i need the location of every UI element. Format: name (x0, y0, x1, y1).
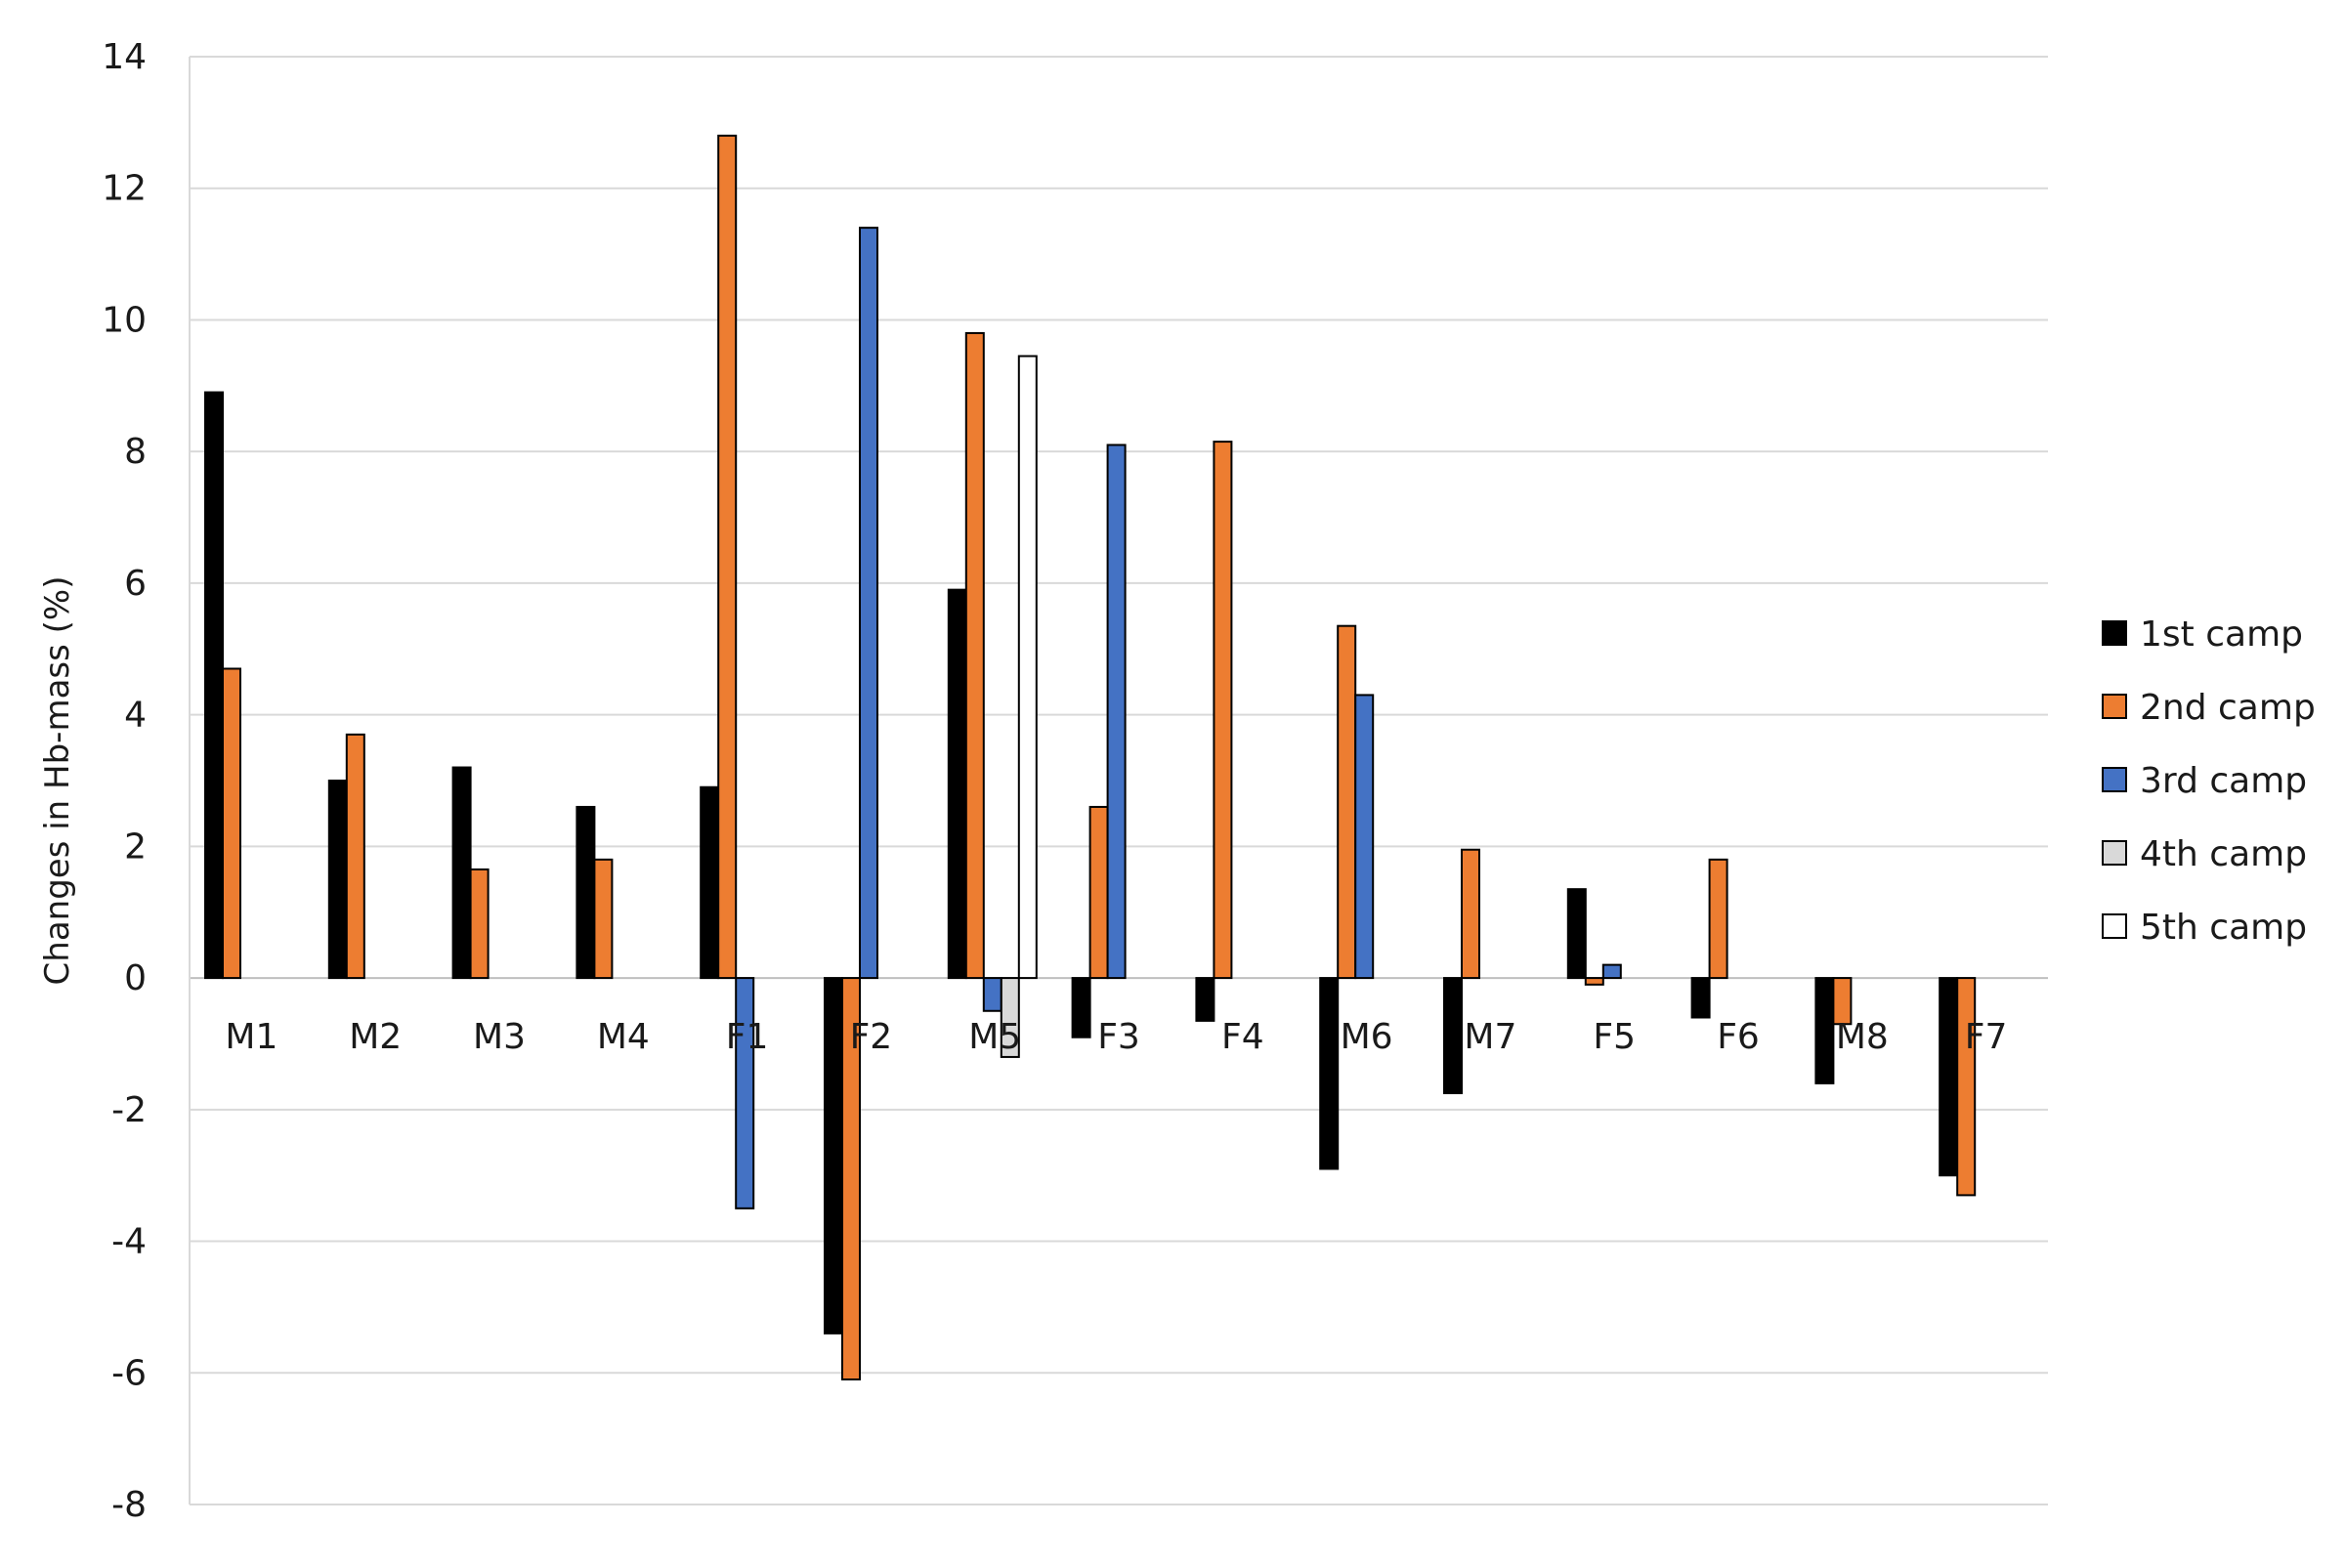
bar-f3-2nd-camp (1088, 805, 1109, 980)
bar-m1-1st-camp (204, 391, 224, 980)
y-tick-labels: 14 12 10 8 6 4 2 0 -2 -4 -6 -8 (102, 37, 147, 1525)
category-label: M1 (225, 1017, 277, 1057)
category-label: M6 (1341, 1017, 1393, 1057)
bar-m5-2nd-camp (964, 331, 985, 980)
bar-m4-2nd-camp (593, 858, 614, 980)
bar-f5-1st-camp (1566, 888, 1587, 980)
category-label: F7 (1965, 1017, 2008, 1057)
bar-m5-3rd-camp (982, 977, 1002, 1012)
category-label: F4 (1221, 1017, 1264, 1057)
y-tick-label: 14 (102, 37, 147, 77)
bar-f4-2nd-camp (1213, 441, 1233, 980)
bar-f5-3rd-camp (1601, 963, 1622, 980)
bar-f2-3rd-camp (859, 227, 878, 980)
bar-m5-1st-camp (947, 588, 967, 980)
category-label: F6 (1717, 1017, 1760, 1057)
bar-f7-2nd-camp (1956, 977, 1977, 1197)
y-tick-label: 2 (124, 826, 147, 867)
bar-m8-2nd-camp (1832, 977, 1853, 1026)
category-label: F3 (1097, 1017, 1140, 1057)
bar-m4-1st-camp (576, 805, 596, 980)
legend-label: 1st camp (2140, 614, 2303, 655)
bar-f7-1st-camp (1939, 977, 1959, 1177)
category-label: M3 (473, 1017, 526, 1057)
y-tick-label: 12 (102, 169, 147, 209)
bar-m5-4th-camp (1000, 977, 1020, 1058)
legend-swatch (2102, 620, 2127, 646)
bar-f3-3rd-camp (1106, 444, 1127, 980)
bar-m6-1st-camp (1319, 977, 1340, 1170)
category-label: M8 (1836, 1017, 1889, 1057)
y-tick-label: -4 (111, 1222, 147, 1262)
legend-swatch (2102, 694, 2127, 719)
category-label: M7 (1464, 1017, 1516, 1057)
bar-f1-2nd-camp (717, 134, 738, 980)
category-label: M5 (968, 1017, 1021, 1057)
legend-label: 2nd camp (2140, 688, 2316, 728)
bars (204, 134, 1977, 1381)
legend-swatch (2102, 913, 2127, 939)
y-tick-label: 8 (124, 432, 147, 472)
bar-m3-2nd-camp (469, 868, 490, 980)
y-tick-label: -2 (111, 1090, 147, 1130)
bar-m8-1st-camp (1814, 977, 1835, 1084)
bar-f4-1st-camp (1195, 977, 1215, 1022)
bar-f1-3rd-camp (735, 977, 755, 1209)
bar-m5-5th-camp (1017, 355, 1038, 980)
legend: 1st camp 2nd camp 3rd camp 4th camp 5th camp (2102, 614, 2316, 948)
category-labels: M1 M2 M3 M4 F1 F2 M5 F3 F4 M6 M7 F5 F6 M8 F7 (225, 1017, 2007, 1057)
y-tick-label: 10 (102, 300, 147, 340)
bar-f2-2nd-camp (841, 977, 861, 1381)
bar-m1-2nd-camp (222, 667, 241, 980)
category-label: F5 (1593, 1017, 1636, 1057)
y-tick-label: 4 (124, 696, 147, 736)
y-tick-label: 6 (124, 564, 147, 604)
bar-f3-1st-camp (1071, 977, 1091, 1038)
bar-m2-1st-camp (327, 780, 348, 980)
bar-f2-1st-camp (824, 977, 843, 1335)
bar-m2-2nd-camp (345, 733, 365, 980)
category-label: M2 (349, 1017, 402, 1057)
y-tick-label: -8 (111, 1485, 147, 1525)
bar-f5-2nd-camp (1584, 977, 1604, 986)
legend-label: 4th camp (2140, 834, 2307, 874)
bar-f6-1st-camp (1690, 977, 1711, 1019)
bar-m6-3rd-camp (1354, 694, 1375, 980)
bar-m3-1st-camp (451, 766, 472, 980)
legend-swatch (2102, 840, 2127, 866)
category-label: F2 (850, 1017, 893, 1057)
bar-f6-2nd-camp (1708, 858, 1728, 980)
bar-m7-2nd-camp (1461, 848, 1480, 980)
category-label: F1 (726, 1017, 769, 1057)
legend-swatch (2102, 767, 2127, 792)
legend-label: 5th camp (2140, 908, 2307, 948)
bar-m7-1st-camp (1443, 977, 1463, 1094)
y-axis-title: Changes in Hb-mass (%) (38, 576, 77, 986)
legend-label: 3rd camp (2140, 761, 2307, 801)
y-tick-label: 0 (124, 958, 147, 998)
y-tick-label: -6 (111, 1353, 147, 1393)
bar-m6-2nd-camp (1337, 624, 1357, 980)
category-label: M4 (597, 1017, 650, 1057)
bar-f1-1st-camp (700, 785, 720, 980)
